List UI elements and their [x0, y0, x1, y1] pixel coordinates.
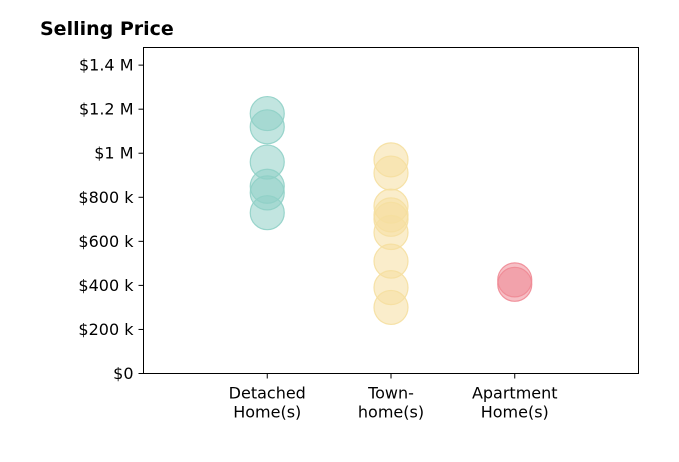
- y-tick-label: $1.4 M: [79, 56, 134, 75]
- y-tick-label: $1 M: [94, 144, 133, 163]
- y-tick-label: $600 k: [78, 232, 134, 251]
- x-tick-label: Detached Home(s): [229, 384, 306, 422]
- x-tick-label: Town-home(s): [358, 384, 424, 422]
- y-tick-label: $0: [113, 364, 133, 383]
- y-tick-label: $800 k: [78, 188, 134, 207]
- x-tick-label-line: home(s): [358, 403, 424, 422]
- y-axis: $0 $200 k $400 k $600 k $800 k $1 M $1.2 M $1.4…: [78, 56, 144, 383]
- data-point: [373, 289, 409, 326]
- y-tick-label: $200 k: [78, 320, 134, 339]
- x-tick-label-line: Home(s): [233, 403, 301, 422]
- data-point: [373, 155, 409, 191]
- chart-title: Selling Price: [40, 18, 174, 40]
- x-tick-label-line: Town-: [367, 384, 414, 403]
- x-tick-label: Apartment Home(s): [472, 384, 558, 422]
- x-tick-label-line: Apartment: [472, 384, 558, 403]
- y-tick-label: $1.2 M: [79, 100, 134, 119]
- x-tick-label-line: Home(s): [481, 403, 549, 422]
- points-layer: [249, 95, 533, 326]
- data-point: [249, 109, 285, 145]
- x-tick-label-line: Detached: [229, 384, 306, 403]
- data-point: [497, 266, 533, 302]
- data-point: [249, 195, 285, 231]
- x-axis: Detached Home(s)Town-home(s)Apartment Home…: [229, 373, 558, 422]
- y-tick-label: $400 k: [78, 276, 134, 295]
